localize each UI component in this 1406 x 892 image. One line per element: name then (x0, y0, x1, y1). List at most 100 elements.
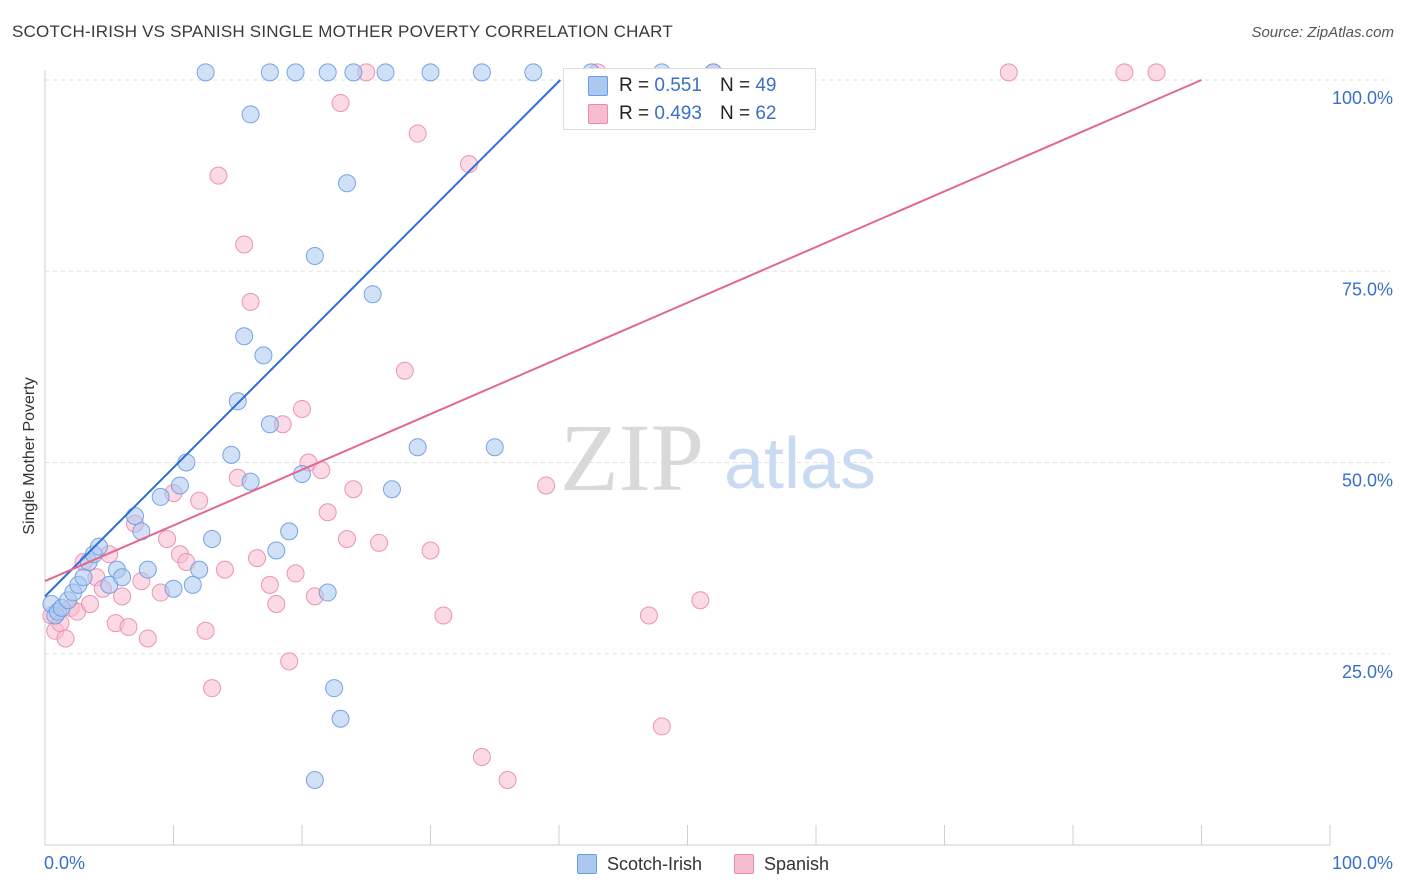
x-tick-label: 100.0% (1332, 853, 1393, 873)
data-point[interactable] (190, 560, 209, 579)
y-tick-label: 25.0% (1342, 662, 1393, 682)
data-point[interactable] (177, 453, 196, 472)
data-point[interactable] (241, 472, 260, 491)
data-point[interactable] (337, 174, 356, 193)
data-point[interactable] (151, 487, 170, 506)
r-label: R = (619, 103, 650, 124)
n-value-scotch-irish: 49 (755, 75, 777, 96)
data-point[interactable] (485, 438, 504, 457)
data-point[interactable] (241, 292, 260, 311)
trendline-spanish (44, 79, 1202, 582)
data-point[interactable] (267, 595, 286, 614)
legend-item-spanish[interactable]: Spanish (733, 854, 829, 875)
data-point[interactable] (421, 541, 440, 560)
watermark-atlas: atlas (724, 424, 876, 504)
data-point[interactable] (498, 770, 517, 789)
n-value-spanish: 62 (755, 103, 777, 124)
data-point[interactable] (138, 629, 157, 648)
y-tick-label: 75.0% (1342, 279, 1393, 299)
data-point[interactable] (203, 530, 222, 548)
data-point[interactable] (286, 564, 305, 583)
data-point[interactable] (370, 533, 389, 552)
data-point[interactable] (80, 595, 99, 614)
data-point[interactable] (138, 560, 157, 579)
data-point[interactable] (260, 575, 279, 594)
data-point[interactable] (408, 438, 427, 457)
gridlines (45, 79, 1390, 655)
data-point[interactable] (254, 346, 273, 365)
data-point[interactable] (267, 541, 286, 560)
data-point[interactable] (395, 361, 414, 380)
data-point[interactable] (472, 63, 491, 82)
source-label: Source: ZipAtlas.com (1251, 24, 1394, 41)
data-point[interactable] (260, 415, 279, 434)
data-point[interactable] (235, 235, 254, 254)
data-point[interactable] (434, 606, 453, 625)
data-point[interactable] (305, 770, 324, 789)
data-point[interactable] (382, 480, 401, 499)
data-point[interactable] (113, 568, 132, 587)
data-point[interactable] (164, 579, 183, 598)
y-tick-labels: 25.0% 50.0% 75.0% 100.0% (1332, 88, 1393, 682)
data-point[interactable] (331, 93, 350, 112)
data-point[interactable] (280, 652, 299, 671)
data-point[interactable] (472, 748, 491, 767)
data-point[interactable] (537, 476, 556, 495)
data-point[interactable] (89, 537, 108, 556)
data-point[interactable] (260, 63, 279, 82)
data-point[interactable] (74, 568, 93, 587)
data-point[interactable] (241, 105, 260, 124)
data-point[interactable] (228, 392, 247, 411)
data-point[interactable] (652, 717, 671, 736)
data-point[interactable] (203, 679, 222, 698)
n-label: N = (719, 103, 751, 124)
data-point[interactable] (56, 629, 75, 648)
data-point[interactable] (196, 621, 215, 640)
data-point[interactable] (113, 587, 132, 606)
data-point[interactable] (286, 63, 305, 82)
x-tick-labels: 0.0% 100.0% (44, 853, 1393, 873)
data-point[interactable] (524, 63, 543, 82)
data-point[interactable] (1115, 63, 1134, 82)
data-point[interactable] (215, 560, 234, 579)
data-point[interactable] (999, 63, 1018, 82)
data-point[interactable] (376, 63, 395, 82)
data-point[interactable] (344, 480, 363, 499)
data-point[interactable] (318, 503, 337, 522)
data-point[interactable] (235, 327, 254, 346)
y-tick-label: 50.0% (1342, 471, 1393, 491)
data-point[interactable] (170, 476, 189, 495)
data-point[interactable] (196, 63, 215, 82)
data-point[interactable] (421, 63, 440, 82)
r-label: R = (619, 75, 650, 96)
correlation-legend: R = 0.551 N = 49 R = 0.493 N = 62 (563, 68, 816, 130)
legend-item-scotch-irish[interactable]: Scotch-Irish (576, 854, 702, 875)
data-point[interactable] (158, 530, 177, 548)
data-point[interactable] (337, 530, 356, 548)
axes (44, 70, 1331, 846)
data-point[interactable] (691, 591, 710, 610)
data-point[interactable] (318, 583, 337, 602)
series-legend: Scotch-Irish Spanish (0, 851, 1406, 877)
data-point[interactable] (248, 549, 267, 568)
data-point[interactable] (305, 246, 324, 265)
data-point[interactable] (293, 399, 311, 418)
data-point[interactable] (325, 679, 344, 698)
data-point[interactable] (209, 166, 228, 185)
data-point[interactable] (331, 709, 350, 728)
y-axis-label: Single Mother Poverty (21, 377, 38, 535)
data-point[interactable] (1147, 63, 1166, 82)
data-point[interactable] (119, 617, 138, 636)
data-point[interactable] (408, 124, 427, 143)
data-point[interactable] (344, 63, 363, 82)
data-point[interactable] (639, 606, 658, 625)
data-point[interactable] (222, 445, 241, 464)
data-point[interactable] (363, 285, 382, 304)
data-point[interactable] (190, 491, 209, 510)
trendline-scotch-irish (44, 79, 561, 598)
data-point[interactable] (280, 522, 299, 541)
scotch-irish-swatch (576, 854, 597, 874)
data-point[interactable] (183, 575, 202, 594)
data-point[interactable] (318, 63, 337, 82)
data-point[interactable] (125, 507, 144, 526)
